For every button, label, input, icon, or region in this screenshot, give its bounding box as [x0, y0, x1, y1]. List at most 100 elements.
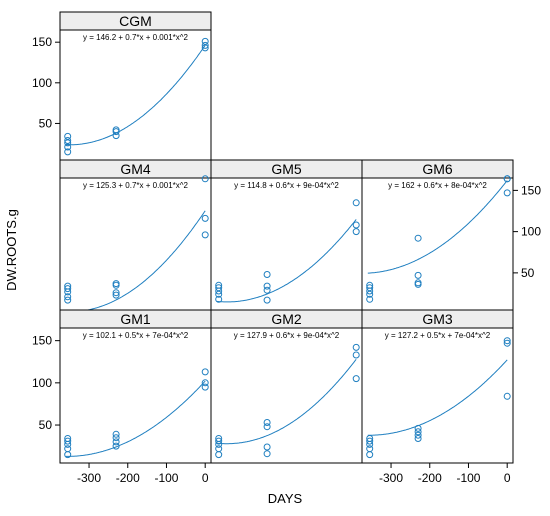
data-point [215, 451, 223, 459]
data-point [112, 126, 120, 134]
data-point [366, 451, 374, 459]
strip-title: CGM [119, 13, 152, 29]
y-tick-label: 50 [521, 266, 535, 280]
data-point [201, 37, 209, 45]
data-point [263, 271, 271, 278]
data-point [352, 351, 360, 359]
strip-title: GM4 [120, 161, 151, 177]
data-point [215, 435, 223, 442]
data-point [366, 435, 374, 442]
data-point [263, 286, 271, 294]
data-point [366, 281, 374, 289]
data-point [201, 41, 209, 49]
panel-gm3: GM3 y = 127.2 + 0.5*x + 7e-04*x^2 [361, 309, 514, 464]
data-point [414, 431, 422, 439]
data-point [414, 435, 422, 442]
data-point [366, 437, 374, 445]
data-point [352, 375, 360, 383]
data-point [64, 148, 72, 156]
y-tick-label: 150 [521, 183, 541, 197]
y-axis-label: DW.ROOTS.g [4, 209, 19, 291]
data-point [503, 189, 511, 197]
strip-title: GM6 [422, 161, 453, 177]
fit-curve [367, 180, 508, 274]
data-point [503, 392, 511, 400]
equation-label: y = 127.9 + 0.6*x + 9e-04*x^2 [234, 331, 340, 340]
x-tick-label: -300 [379, 471, 403, 485]
x-tick-label: -300 [77, 471, 101, 485]
fit-curve [65, 380, 206, 457]
y-tick-label: 100 [521, 225, 541, 239]
data-point [201, 231, 209, 239]
data-point [414, 279, 422, 287]
strip-title: GM3 [422, 311, 453, 327]
data-point [112, 438, 120, 446]
data-point [112, 430, 120, 438]
data-point [201, 214, 209, 222]
panel-gm4: GM4 y = 125.3 + 0.7*x + 0.001*x^2 [59, 159, 212, 311]
strip-title: GM2 [271, 311, 302, 327]
data-point [414, 234, 422, 242]
data-point [64, 293, 72, 301]
x-tick-label: 0 [202, 471, 209, 485]
data-point [352, 199, 360, 207]
data-point [366, 295, 374, 303]
data-point [503, 339, 511, 347]
equation-label: y = 125.3 + 0.7*x + 0.001*x^2 [83, 181, 188, 190]
data-point [366, 445, 374, 453]
data-point [64, 137, 72, 144]
data-point [503, 175, 511, 183]
panel-cgm: CGM y = 146.2 + 0.7*x + 0.001*x^2 [59, 11, 212, 161]
data-point [112, 289, 120, 297]
data-point [263, 450, 271, 458]
data-point [414, 271, 422, 279]
data-point [503, 337, 511, 345]
data-point [263, 443, 271, 451]
x-tick-label: -100 [456, 471, 480, 485]
y-tick-label: 150 [32, 334, 52, 348]
data-point [352, 221, 360, 229]
panels-layer: CGM y = 146.2 + 0.7*x + 0.001*x^2 GM4 y = 1… [59, 11, 514, 464]
y-tick-label: 100 [32, 376, 52, 390]
data-point [263, 296, 271, 304]
data-point [215, 281, 223, 289]
data-point [112, 291, 120, 299]
data-point [215, 290, 223, 298]
panel-frame [59, 177, 212, 311]
data-point [112, 280, 120, 288]
y-tick-label: 50 [39, 418, 53, 432]
data-point [64, 445, 72, 453]
equation-label: y = 127.2 + 0.5*x + 7e-04*x^2 [385, 331, 491, 340]
y-tick-label: 150 [32, 35, 52, 49]
data-point [263, 419, 271, 426]
axes-layer: 50 100 150 50 100 150 50 100 150 -300 -200 -100 0 -30… [32, 35, 541, 485]
x-axis-label: DAYS [268, 491, 303, 506]
data-point [64, 285, 72, 293]
panel-frame [361, 327, 514, 464]
data-point [215, 445, 223, 453]
data-point [201, 379, 209, 387]
data-point [201, 175, 209, 183]
data-point [352, 228, 360, 236]
data-point [112, 442, 120, 450]
fit-curve [87, 210, 206, 311]
fit-curve [65, 45, 206, 146]
x-tick-label: 0 [504, 471, 511, 485]
data-point [215, 295, 223, 303]
equation-label: y = 146.2 + 0.7*x + 0.001*x^2 [83, 33, 188, 42]
data-point [366, 290, 374, 298]
strip-title: GM1 [120, 311, 151, 327]
fit-curve [367, 359, 508, 436]
equation-label: y = 114.8 + 0.6*x + 9e-04*x^2 [234, 181, 339, 190]
y-tick-label: 100 [32, 76, 52, 90]
data-point [112, 434, 120, 442]
panel-gm1: GM1 y = 102.1 + 0.5*x + 7e-04*x^2 [59, 309, 212, 464]
data-point [201, 383, 209, 391]
panel-gm2: GM2 y = 127.9 + 0.6*x + 9e-04*x^2 [210, 309, 363, 464]
x-tick-label: -200 [116, 471, 140, 485]
data-point [64, 437, 72, 445]
data-point [215, 284, 223, 292]
x-tick-label: -100 [154, 471, 178, 485]
